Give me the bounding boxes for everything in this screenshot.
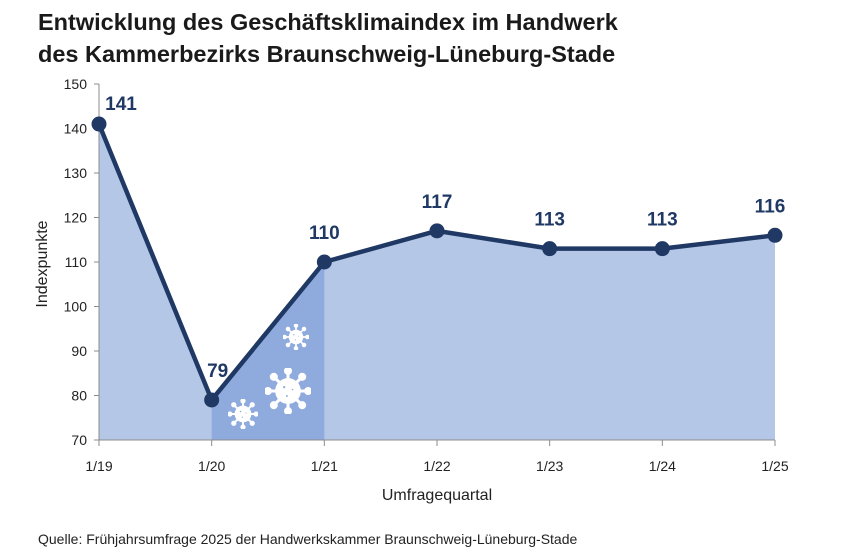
y-tick-label: 110: [65, 254, 88, 270]
y-tick-label: 100: [64, 299, 88, 315]
data-label: 141: [105, 94, 137, 115]
chart-title-line-1: Entwicklung des Geschäftsklimaindex im H…: [38, 9, 618, 35]
coronavirus-icon: [228, 399, 258, 429]
data-label: 117: [422, 192, 453, 213]
data-label: 79: [207, 361, 228, 382]
y-axis-label: Indexpunkte: [34, 220, 51, 307]
data-point: [654, 241, 670, 257]
data-point: [316, 254, 332, 270]
chart-title-line-2: des Kammerbezirks Braunschweig-Lüneburg-…: [38, 41, 616, 67]
data-point: [91, 116, 107, 132]
data-point: [542, 241, 558, 257]
coronavirus-icon: [283, 324, 309, 350]
y-tick-label: 80: [71, 388, 87, 404]
x-tick-label: 1/24: [649, 458, 676, 474]
y-tick-label: 120: [64, 210, 88, 226]
x-tick-label: 1/20: [198, 458, 225, 474]
data-label: 110: [309, 223, 340, 244]
data-point: [429, 223, 445, 239]
y-tick-label: 90: [71, 343, 87, 359]
y-tick-label: 130: [64, 165, 88, 181]
coronavirus-icon: [265, 368, 311, 414]
x-tick-label: 1/22: [423, 458, 450, 474]
x-tick-label: 1/19: [85, 458, 112, 474]
x-tick-label: 1/21: [311, 458, 338, 474]
y-tick-label: 70: [71, 432, 87, 448]
x-tick-label: 1/25: [761, 458, 788, 474]
data-label: 116: [755, 196, 786, 217]
data-label: 113: [647, 210, 678, 231]
chart-title: Entwicklung des Geschäftsklimaindex im H…: [38, 6, 618, 70]
area-fill: [99, 124, 775, 441]
data-label: 113: [534, 210, 565, 231]
y-tick-label: 150: [64, 76, 88, 92]
data-point: [204, 392, 220, 408]
x-axis-label: Umfragequartal: [382, 487, 492, 504]
source-note: Quelle: Frühjahrsumfrage 2025 der Handwe…: [38, 531, 578, 547]
x-tick-label: 1/23: [536, 458, 563, 474]
data-point: [767, 227, 783, 243]
y-tick-label: 140: [64, 121, 88, 137]
